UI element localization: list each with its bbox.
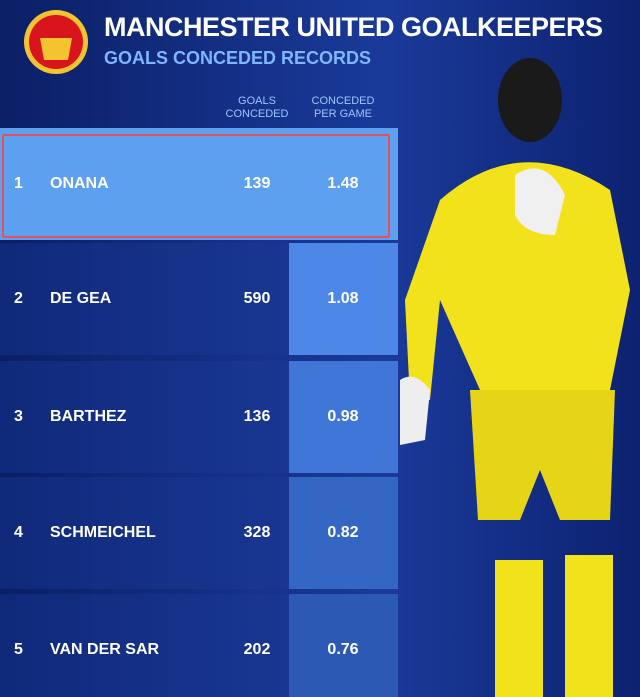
highlight-box (2, 134, 390, 238)
player-name: ONANA (50, 175, 109, 192)
cell-background (289, 243, 398, 355)
table-row: 1 ONANA 139 1.48 (0, 128, 398, 240)
goals-conceded: 136 (243, 408, 271, 425)
goals-conceded: 328 (243, 524, 271, 541)
player-name: DE GEA (50, 290, 112, 307)
cell-background (289, 594, 398, 697)
rank: 4 (14, 524, 23, 541)
table-row: 5 VAN DER SAR 202 0.76 (0, 594, 398, 697)
goals-conceded: 139 (243, 175, 271, 192)
subtitle: GOALS CONCEDED RECORDS (104, 48, 372, 68)
column-header: GOALS CONCEDED (225, 95, 289, 120)
rank: 1 (14, 175, 23, 192)
rank: 2 (14, 290, 23, 307)
conceded-per-game: 1.48 (327, 175, 359, 192)
table-row: 2 DE GEA 590 1.08 (0, 243, 398, 355)
rank: 3 (14, 408, 23, 425)
player-name: VAN DER SAR (50, 641, 160, 658)
cell-background (289, 361, 398, 473)
conceded-per-game: 0.82 (327, 524, 359, 541)
conceded-per-game: 0.76 (327, 641, 359, 658)
club-crest (24, 10, 88, 74)
player-name: BARTHEZ (50, 408, 127, 425)
rank: 5 (14, 641, 23, 658)
player-name: SCHMEICHEL (50, 524, 156, 541)
goals-conceded: 202 (243, 641, 271, 658)
player-photo (400, 58, 630, 697)
cell-background (289, 477, 398, 589)
title: MANCHESTER UNITED GOALKEEPERS (104, 12, 603, 42)
conceded-per-game: 1.08 (327, 290, 359, 307)
conceded-per-game: 0.98 (327, 408, 359, 425)
table-row: 4 SCHMEICHEL 328 0.82 (0, 477, 398, 589)
goals-conceded: 590 (243, 290, 271, 307)
column-header: CONCEDED PER GAME (311, 95, 375, 120)
table-row: 3 BARTHEZ 136 0.98 (0, 361, 398, 473)
